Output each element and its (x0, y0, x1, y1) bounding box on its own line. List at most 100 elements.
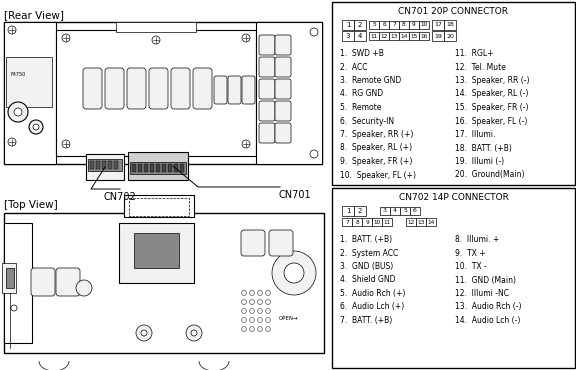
Bar (354, 206, 366, 216)
Text: 10.  TX -: 10. TX - (455, 262, 487, 271)
Circle shape (257, 290, 263, 296)
Bar (134, 233, 179, 268)
Text: 3.  GND (BUS): 3. GND (BUS) (340, 262, 393, 271)
Text: 20: 20 (446, 34, 454, 38)
Text: 9: 9 (412, 23, 416, 27)
Bar (332, 2, 575, 185)
Text: 3.  Remote GND: 3. Remote GND (340, 76, 401, 85)
Bar (380, 207, 390, 215)
Circle shape (8, 26, 16, 34)
FancyBboxPatch shape (259, 35, 275, 55)
FancyBboxPatch shape (259, 123, 275, 143)
Bar (409, 32, 419, 40)
Bar (116, 22, 196, 32)
Bar (342, 206, 354, 216)
Text: 1: 1 (346, 22, 350, 28)
FancyBboxPatch shape (259, 101, 275, 121)
Bar (4, 22, 322, 164)
FancyBboxPatch shape (83, 68, 102, 109)
Text: 10: 10 (373, 219, 381, 225)
Circle shape (8, 138, 16, 146)
Text: 3: 3 (383, 209, 387, 213)
Circle shape (284, 263, 304, 283)
Bar (88, 159, 122, 171)
Text: 5: 5 (372, 23, 376, 27)
Bar (369, 32, 379, 40)
Text: 7.  Speaker, RR (+): 7. Speaker, RR (+) (340, 130, 414, 139)
Text: 14.  Audio Lch (-): 14. Audio Lch (-) (455, 316, 520, 325)
Text: 5.  Remote: 5. Remote (340, 103, 381, 112)
Circle shape (242, 34, 250, 42)
Text: 19: 19 (434, 34, 442, 38)
Bar (342, 218, 352, 226)
Bar (444, 20, 456, 30)
Bar (332, 188, 575, 368)
FancyBboxPatch shape (259, 57, 275, 77)
Text: 4: 4 (358, 33, 362, 39)
Text: 18.  BATT. (+B): 18. BATT. (+B) (455, 144, 512, 152)
Bar (108, 161, 112, 169)
Bar (400, 207, 410, 215)
FancyBboxPatch shape (275, 123, 291, 143)
Bar (432, 20, 444, 30)
Bar (390, 207, 400, 215)
Text: 1.  SWD +B: 1. SWD +B (340, 49, 384, 58)
Circle shape (310, 28, 318, 36)
Text: 13: 13 (391, 34, 397, 38)
Bar (389, 21, 399, 29)
Bar (342, 20, 354, 30)
FancyBboxPatch shape (56, 268, 80, 296)
FancyBboxPatch shape (105, 68, 124, 109)
Text: 4.  RG GND: 4. RG GND (340, 90, 383, 98)
Circle shape (249, 326, 255, 332)
Circle shape (141, 330, 147, 336)
Text: 8: 8 (402, 23, 406, 27)
Bar (174, 164, 178, 172)
Circle shape (266, 290, 271, 296)
Text: 10.  Speaker, FL (+): 10. Speaker, FL (+) (340, 171, 416, 179)
Bar (389, 32, 399, 40)
Bar (6, 57, 52, 107)
Bar (96, 161, 100, 169)
Circle shape (14, 108, 22, 116)
Bar (102, 161, 106, 169)
Text: 10: 10 (420, 23, 428, 27)
Circle shape (257, 299, 263, 305)
Bar (4, 213, 324, 353)
Circle shape (242, 140, 250, 148)
Text: 1: 1 (346, 208, 350, 214)
Bar (409, 21, 419, 29)
Circle shape (76, 280, 92, 296)
Text: 17: 17 (434, 23, 442, 27)
Circle shape (136, 325, 152, 341)
Circle shape (241, 326, 247, 332)
Bar (354, 31, 366, 41)
Text: 9: 9 (365, 219, 369, 225)
Circle shape (152, 36, 160, 44)
Circle shape (257, 326, 263, 332)
Bar (4, 223, 32, 343)
Circle shape (249, 309, 255, 313)
Bar (379, 32, 389, 40)
Text: [Rear View]: [Rear View] (4, 10, 64, 20)
Circle shape (62, 34, 70, 42)
Bar (138, 164, 142, 172)
Bar (90, 161, 94, 169)
Circle shape (29, 120, 43, 134)
FancyBboxPatch shape (171, 68, 190, 109)
Text: 17.  Illumi.: 17. Illumi. (455, 130, 495, 139)
Circle shape (266, 309, 271, 313)
Text: 12: 12 (407, 219, 415, 225)
Text: 15: 15 (410, 34, 418, 38)
Text: 16: 16 (420, 34, 427, 38)
Text: 3: 3 (346, 33, 350, 39)
Text: 9.  TX +: 9. TX + (455, 249, 486, 258)
Bar (399, 21, 409, 29)
FancyBboxPatch shape (228, 76, 241, 104)
Bar (399, 32, 409, 40)
Bar (119, 223, 194, 283)
Circle shape (266, 317, 271, 323)
Circle shape (257, 309, 263, 313)
FancyBboxPatch shape (242, 76, 255, 104)
Circle shape (257, 317, 263, 323)
